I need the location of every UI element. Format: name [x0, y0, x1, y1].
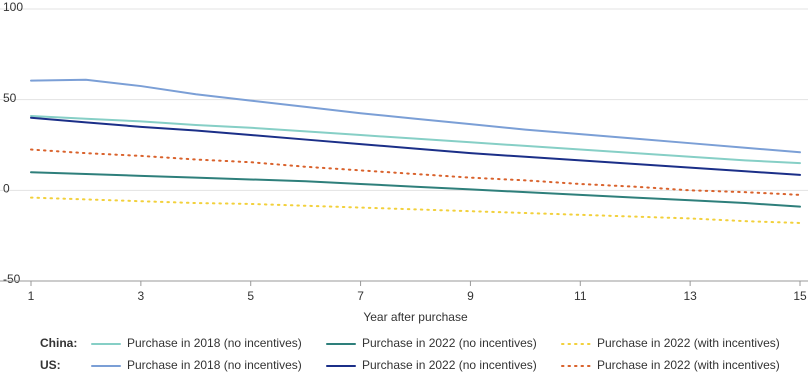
x-tick-label: 11: [574, 289, 587, 303]
y-tick-label: 0: [3, 182, 10, 196]
legend-label: Purchase in 2018 (no incentives): [127, 358, 302, 372]
x-tick-label: 1: [28, 289, 35, 303]
x-tick-label: 13: [683, 289, 697, 303]
x-tick-label: 9: [467, 289, 474, 303]
x-tick-label: 3: [138, 289, 145, 303]
x-tick-label: 5: [247, 289, 254, 303]
legend-label: Purchase in 2022 (with incentives): [597, 358, 780, 372]
y-tick-label: -50: [3, 272, 21, 286]
series-line: [30, 114, 801, 165]
legend-group-label: US:: [40, 358, 61, 372]
x-tick-label: 7: [357, 289, 364, 303]
legend-label: Purchase in 2022 (no incentives): [362, 358, 537, 372]
legend-label: Purchase in 2022 (no incentives): [362, 336, 537, 350]
series-line: [30, 171, 801, 208]
series-line: [30, 78, 801, 154]
x-tick-label: 15: [793, 289, 807, 303]
y-tick-label: 50: [3, 91, 17, 105]
y-tick-label: 100: [3, 0, 23, 14]
series-line: [30, 116, 801, 176]
series-line: [30, 148, 801, 196]
x-axis-label: Year after purchase: [363, 310, 468, 324]
legend-label: Purchase in 2018 (no incentives): [127, 336, 302, 350]
series-line: [30, 196, 801, 224]
legend-label: Purchase in 2022 (with incentives): [597, 336, 780, 350]
legend-group-label: China:: [40, 336, 77, 350]
